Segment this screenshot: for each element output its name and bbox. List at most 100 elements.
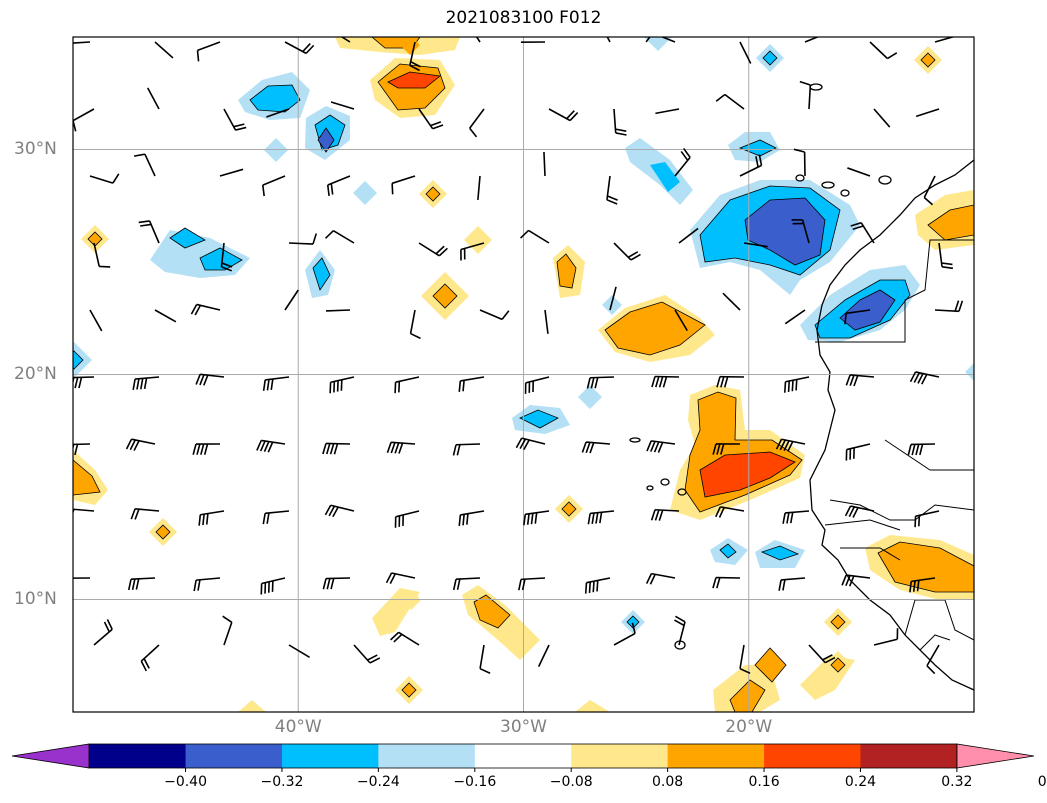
contour-region <box>604 301 706 356</box>
wind-barb <box>93 619 113 646</box>
contour-region <box>927 204 974 241</box>
wind-barb <box>322 442 351 455</box>
wind-barb <box>325 309 351 312</box>
wind-barb <box>73 41 91 44</box>
wind-barb <box>458 510 485 526</box>
colorbar-extend-low <box>11 743 90 769</box>
lon-label: 30°W <box>500 717 547 737</box>
wind-barb <box>722 292 741 311</box>
colorbar-tick-label: 0.32 <box>941 774 973 790</box>
wind-barb <box>524 376 550 394</box>
contour-region <box>387 71 441 89</box>
wind-barb <box>655 108 680 115</box>
colorbar-tick-label: 0.40 <box>1037 774 1047 790</box>
wind-barb <box>847 167 871 177</box>
contour-region <box>400 37 420 55</box>
wind-barb <box>479 644 491 674</box>
contour-region <box>425 186 441 202</box>
wind-barb <box>219 168 244 177</box>
wind-barb <box>222 615 233 646</box>
colorbar-segment <box>764 744 861 768</box>
wind-barb <box>386 441 416 454</box>
wind-barb <box>127 577 156 591</box>
wind-barb <box>934 300 964 313</box>
wind-barb <box>518 577 546 591</box>
wind-barb <box>452 577 481 591</box>
wind-barb <box>195 373 225 386</box>
contour-region <box>877 541 974 593</box>
wind-barb <box>715 93 745 110</box>
wind-barb <box>260 577 286 595</box>
contour-fills <box>73 37 974 712</box>
wind-barb <box>587 510 615 525</box>
wind-barb <box>133 153 156 177</box>
wind-barb <box>196 41 221 62</box>
coastlines <box>629 83 974 691</box>
colorbar-tick-label: 0.08 <box>652 774 684 790</box>
wind-barb <box>130 507 160 520</box>
colorbar-segment <box>860 744 958 768</box>
wind-barb <box>125 438 156 451</box>
colorbar-tick-label: −0.16 <box>453 774 497 790</box>
wind-barb <box>674 309 688 332</box>
contour-region <box>561 501 577 517</box>
contour-region <box>519 409 559 429</box>
colorbar-tick-label: −0.32 <box>260 774 304 790</box>
wind-barb <box>712 576 741 589</box>
wind-barb <box>873 628 899 646</box>
wind-barb <box>674 147 691 177</box>
wind-barb <box>132 376 160 391</box>
lat-label: 20°N <box>14 363 57 384</box>
colorbar-segment <box>667 744 765 768</box>
wind-barb <box>716 375 745 388</box>
wind-barb <box>322 577 351 590</box>
wind-barb <box>544 309 549 334</box>
wind-barb <box>909 371 940 385</box>
wind-barb <box>321 37 351 43</box>
wind-barb <box>651 375 680 388</box>
wind-barb <box>261 175 286 197</box>
wind-barb <box>89 309 103 332</box>
wind-barb <box>869 41 898 60</box>
contour-region <box>353 181 377 205</box>
wind-barb <box>609 286 617 311</box>
wind-barb <box>923 175 936 206</box>
wind-barb <box>845 443 871 461</box>
wind-barb <box>140 644 160 672</box>
wind-barb <box>452 443 481 456</box>
contour-region <box>249 84 301 113</box>
wind-barb <box>93 242 111 268</box>
wind-barb <box>154 41 174 59</box>
wind-barb <box>391 175 416 195</box>
contour-region <box>238 700 266 712</box>
wind-barb <box>915 108 940 118</box>
wind-barb <box>909 577 936 593</box>
contour-region <box>965 363 974 381</box>
lon-label: 40°W <box>274 717 322 737</box>
contour-region <box>920 52 936 68</box>
wind-barb <box>460 242 485 261</box>
wind-barb <box>926 644 940 675</box>
contour-region <box>719 543 737 559</box>
wind-barb <box>262 376 290 391</box>
wind-barb <box>192 443 221 455</box>
contour-region <box>578 385 602 409</box>
lat-label: 30°N <box>14 138 57 159</box>
wind-barb <box>288 233 318 245</box>
colorbar-segment <box>89 744 187 768</box>
wind-barb <box>548 108 579 122</box>
wind-barb <box>914 510 940 528</box>
wind-barb <box>390 631 420 646</box>
lat-label: 10°N <box>14 588 57 609</box>
contour-region <box>317 127 335 153</box>
colorbar-tick-label: −0.40 <box>164 774 207 790</box>
colorbar-tick-label: 0.16 <box>748 774 780 790</box>
wind-barb <box>586 376 615 389</box>
wind-barb <box>193 577 221 592</box>
map-title: 2021083100 F012 <box>445 8 602 28</box>
wind-barb <box>646 440 676 453</box>
contour-region <box>729 679 766 712</box>
contour-region <box>556 253 577 289</box>
contour-region <box>73 350 84 370</box>
wind-barb <box>523 510 550 526</box>
